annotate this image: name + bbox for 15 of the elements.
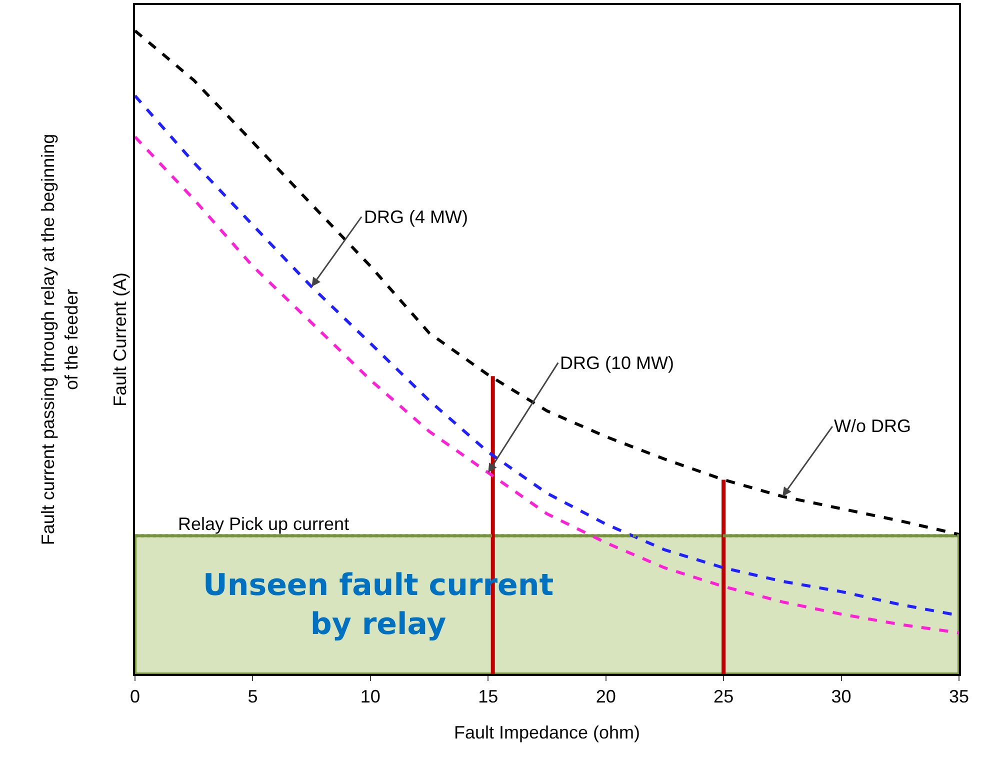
annotation: DRG (4 MW) xyxy=(364,207,468,227)
x-tick-label: 35 xyxy=(948,686,970,706)
x-tick-label: 5 xyxy=(248,686,258,706)
ref-line-label: Relay Pick up current xyxy=(178,514,350,534)
x-tick-label: 30 xyxy=(831,686,852,706)
annotation: DRG (10 MW) xyxy=(560,353,674,373)
annotation: W/o DRG xyxy=(834,416,912,436)
x-tick-label: 25 xyxy=(714,686,734,706)
x-tick-label: 20 xyxy=(596,686,616,706)
x-tick-label: 10 xyxy=(360,686,380,706)
x-tick-label: 0 xyxy=(130,686,140,706)
text: Fault current passing through relay at the beginning of the feeder xyxy=(38,134,82,546)
x-tick-label: 15 xyxy=(478,686,498,706)
y-axis-title: Fault Current (A) xyxy=(110,272,130,407)
x-axis-title: Fault Impedance (ohm) xyxy=(454,722,640,742)
